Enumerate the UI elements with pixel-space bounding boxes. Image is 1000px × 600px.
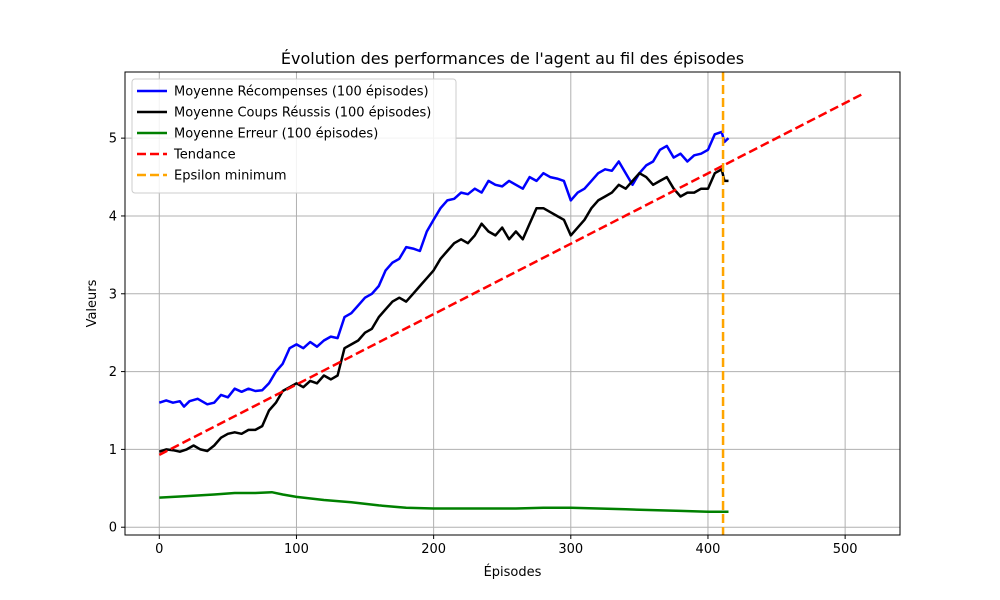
y-tick-label: 4: [109, 209, 117, 224]
y-tick-label: 5: [109, 132, 117, 147]
y-tick-label: 2: [109, 365, 117, 380]
plot-frame: [124, 71, 901, 536]
x-tick-label: 200: [421, 542, 446, 557]
legend-label: Moyenne Récompenses (100 épisodes): [174, 85, 429, 100]
x-axis-label: Épisodes: [484, 564, 542, 580]
legend-label: Moyenne Erreur (100 épisodes): [174, 127, 378, 142]
series-line-3: [158, 92, 864, 457]
legend-box: [131, 78, 457, 194]
legend: Moyenne Récompenses (100 épisodes) Moyenn…: [131, 78, 457, 194]
series-line-1: [158, 168, 729, 453]
legend-label: Epsilon minimum: [174, 169, 286, 184]
y-tick-label: 1: [109, 443, 117, 458]
x-tick-label: 400: [696, 542, 721, 557]
legend-label: Moyenne Coups Réussis (100 épisodes): [174, 106, 431, 121]
x-tick-label: 500: [833, 542, 858, 557]
y-axis-label: Valeurs: [85, 279, 100, 327]
chart-title: Évolution des performances de l'agent au…: [281, 49, 744, 68]
x-tick-label: 0: [155, 542, 163, 557]
x-tick-label: 100: [284, 542, 309, 557]
x-tick-label: 300: [558, 542, 583, 557]
y-tick-label: 3: [109, 287, 117, 302]
series-line-2: [159, 490, 729, 513]
legend-label: Tendance: [173, 148, 236, 163]
y-tick-label: 0: [109, 521, 117, 536]
series-layer: [158, 72, 864, 535]
ticks: 0 100 200 300 400 500 0 1 2 3 4 5: [109, 132, 858, 557]
